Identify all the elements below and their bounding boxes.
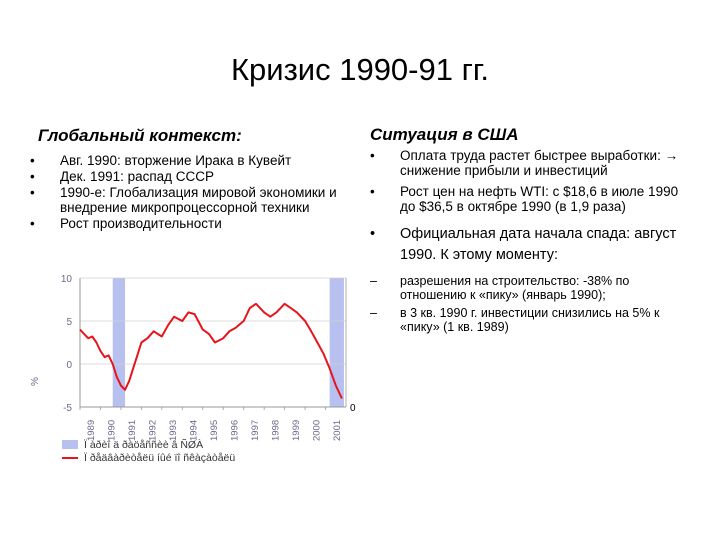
- x-tick-label: 2000: [311, 420, 322, 441]
- recession-chart: -5 0 5 10 1989 1990 1991 1992 1993 1994 1995 1996 19…: [28, 268, 358, 473]
- dash-mark: –: [370, 274, 377, 288]
- x-tick-label: 1999: [291, 420, 302, 441]
- list-item-text: Официальная дата начала спада: август 19…: [400, 226, 677, 263]
- x-tick-label: 1992: [148, 420, 159, 441]
- y-tick-label: 0: [66, 360, 72, 371]
- list-item: • Рост цен на нефть WTI: с $18,6 в июле 1…: [370, 184, 690, 214]
- x-tick-label: 1996: [229, 420, 240, 441]
- bullet-mark: •: [30, 216, 35, 231]
- legend-label: Ï ðåäâàðèòåëü íûé ïî ñêàçàòåëü: [84, 452, 235, 464]
- list-item-text: Дек. 1991: распад СССР: [60, 169, 215, 184]
- x-tick-label: 2001: [332, 420, 343, 441]
- x-tick-label: 1997: [250, 420, 261, 441]
- global-context-list: • Авг. 1990: вторжение Ирака в Кувейт • Де…: [30, 153, 360, 232]
- y-axis-glyph: %: [30, 377, 41, 386]
- x-tick-label: 1994: [189, 420, 200, 441]
- list-item: • Рост производительности: [30, 216, 360, 231]
- x-tick-label: 1998: [270, 420, 281, 441]
- list-item: • Дек. 1991: распад СССР: [30, 169, 360, 184]
- list-item-text: Рост производительности: [60, 216, 222, 231]
- right-axis-label: 0: [350, 403, 356, 414]
- bullet-mark: •: [30, 153, 35, 168]
- right-column-heading: Ситуация в США: [370, 125, 519, 144]
- dash-mark: –: [370, 306, 377, 320]
- sub-list-item: – в 3 кв. 1990 г. инвестиции снизились на…: [370, 306, 690, 334]
- series-line: [79, 302, 343, 399]
- x-tick-label: 1989: [86, 420, 97, 441]
- bullet-mark: •: [370, 148, 375, 163]
- x-tick-label: 1991: [127, 420, 138, 441]
- usa-situation-list: • Оплата труда растет быстрее выработки: …: [370, 148, 690, 338]
- y-tick-label: -5: [63, 403, 72, 414]
- y-tick-label: 10: [61, 274, 73, 285]
- y-tick-label: 5: [66, 317, 72, 328]
- x-tick-label: 1995: [209, 420, 220, 441]
- sub-list-item: – разрешения на строительство: -38% по от…: [370, 274, 690, 302]
- list-item: • Авг. 1990: вторжение Ирака в Кувейт: [30, 153, 360, 168]
- slide-title: Кризис 1990-91 гг.: [230, 52, 490, 87]
- legend-label: Ï àðèî ä ðàöåññèè â ÑØÀ: [84, 438, 203, 451]
- list-item-text: Оплата труда растет быстрее выработки: →…: [400, 148, 679, 178]
- list-item-text: 1990-е: Глобализация мировой экономики и…: [60, 185, 337, 215]
- chart-svg: -5 0 5 10 1989 1990 1991 1992 1993 1994 1995 1996 19…: [30, 274, 356, 464]
- left-column-heading: Глобальный контекст:: [38, 126, 242, 145]
- bullet-mark: •: [30, 169, 35, 184]
- bullet-mark: •: [370, 226, 376, 242]
- x-tick-label: 1990: [107, 420, 118, 441]
- list-item-text: Авг. 1990: вторжение Ирака в Кувейт: [60, 153, 292, 168]
- bullet-mark: •: [370, 184, 375, 199]
- sub-list-item-text: в 3 кв. 1990 г. инвестиции снизились на …: [400, 306, 660, 334]
- sub-list-item-text: разрешения на строительство: -38% по отн…: [400, 274, 630, 302]
- list-item: • Официальная дата начала спада: август 1…: [370, 224, 690, 266]
- x-tick-label: 1993: [168, 420, 179, 441]
- list-item-text: Рост цен на нефть WTI: с $18,6 в июле 19…: [400, 184, 679, 214]
- list-item: • 1990-е: Глобализация мировой экономики …: [30, 185, 360, 215]
- list-item: • Оплата труда растет быстрее выработки: …: [370, 148, 690, 178]
- recession-band: [329, 278, 344, 407]
- bullet-mark: •: [30, 185, 35, 200]
- legend-swatch: [62, 440, 78, 449]
